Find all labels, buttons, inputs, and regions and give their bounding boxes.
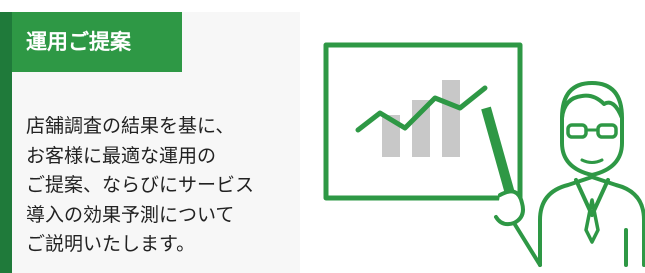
body [540,177,644,265]
presentation-illustration [300,0,645,273]
panel-text: 店舗調査の結果を基に、 お客様に最適な運用の ご提案、ならびにサービス 導入の効… [26,112,254,260]
text-line: 店舗調査の結果を基に、 [26,112,254,142]
board-bar [442,80,460,157]
text-line: お客様に最適な運用の [26,142,254,172]
page: 運用ご提案 店舗調査の結果を基に、 お客様に最適な運用の ご提案、ならびにサービ… [0,0,645,273]
text-line: ご説明いたします。 [26,230,254,260]
collar [576,180,608,215]
arm [514,223,540,265]
text-line: ご提案、ならびにサービス [26,171,254,201]
panel-title: 運用ご提案 [12,12,182,72]
hand [496,191,523,224]
text-line: 導入の効果予測について [26,201,254,231]
